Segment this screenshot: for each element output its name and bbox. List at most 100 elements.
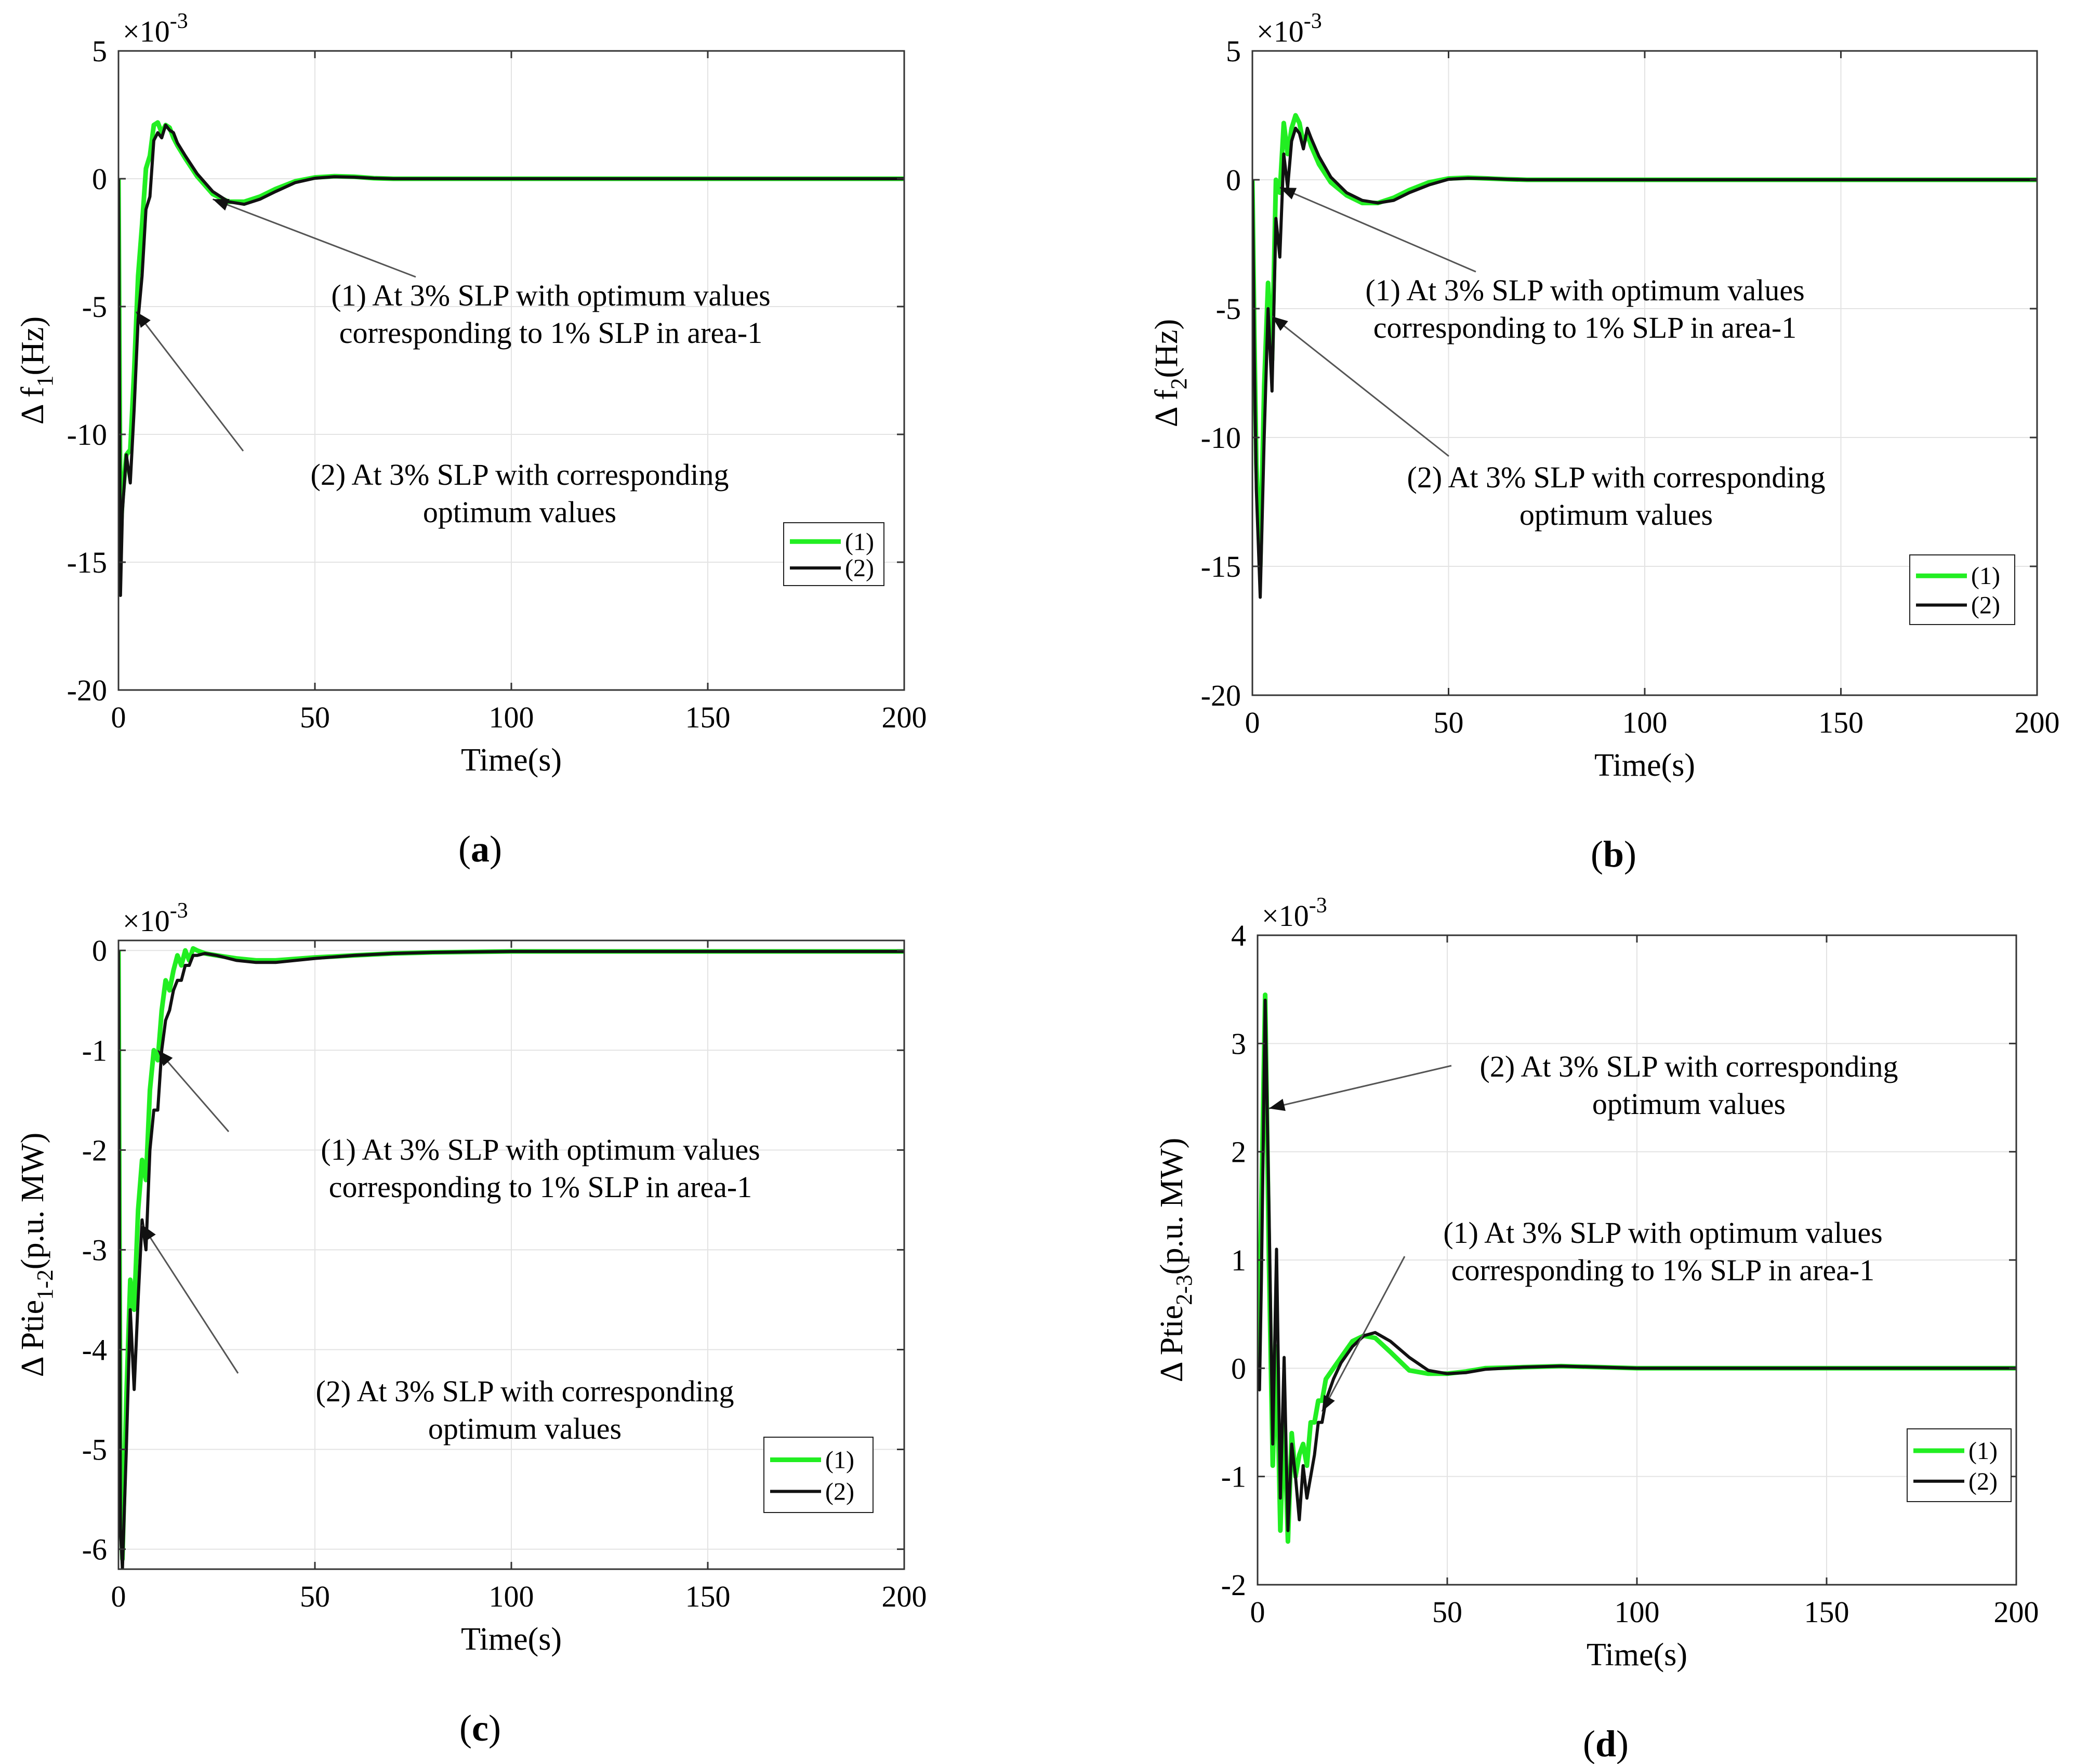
series-line-2 [1252, 126, 2037, 599]
annotation-text: optimum values [1519, 498, 1713, 532]
y-label-subscript: 1-2 [32, 1269, 58, 1300]
caption-close: ) [1616, 1723, 1629, 1764]
legend-label-1: (1) [825, 1447, 854, 1474]
legend-label-2: (2) [825, 1478, 854, 1505]
x-tick-label: 100 [1622, 706, 1668, 739]
y-label-unit: (Hz) [15, 316, 50, 376]
y-tick-label: -5 [82, 1433, 107, 1467]
x-tick-label: 200 [882, 1580, 927, 1613]
x-tick-label: 200 [882, 700, 927, 734]
y-tick-label: 0 [1231, 1351, 1246, 1385]
caption-letter: d [1595, 1723, 1616, 1764]
annotation-arrow [1279, 187, 1476, 273]
y-tick-label: -2 [82, 1133, 107, 1167]
x-tick-label: 0 [111, 700, 126, 734]
x-tick-label: 100 [1615, 1595, 1660, 1629]
x-tick-label: 50 [300, 1580, 330, 1613]
x-tick-label: 200 [2015, 706, 2060, 739]
y-tick-label: -3 [82, 1233, 107, 1267]
y-tick-label: -1 [1221, 1460, 1246, 1494]
panel-caption: (b) [1591, 833, 1636, 875]
legend-label-2: (2) [1971, 591, 2000, 619]
annotation-text: optimum values [428, 1412, 622, 1445]
annotation-text: corresponding to 1% SLP in area-1 [1373, 311, 1797, 344]
y-label-subscript: 1 [32, 375, 58, 387]
legend-label-1: (1) [1971, 562, 2000, 590]
annotation-arrowhead [1279, 187, 1297, 200]
y-label-main: Δ f [15, 387, 50, 425]
x-tick-label: 0 [1245, 706, 1260, 739]
y-tick-label: -15 [67, 546, 107, 579]
annotation-text: (1) At 3% SLP with optimum values [331, 278, 770, 312]
annotation-text: (1) At 3% SLP with optimum values [321, 1133, 760, 1166]
annotation-arrow [212, 198, 416, 278]
annotation-arrow [1268, 1065, 1452, 1109]
annotation-arrowhead [213, 198, 230, 211]
exponent-base: ×10 [123, 904, 170, 938]
y-tick-label: 5 [92, 34, 107, 68]
annotation-arrowhead [1268, 1098, 1286, 1111]
annotation-text: corresponding to 1% SLP in area-1 [339, 316, 763, 350]
y-tick-label: 5 [1226, 34, 1241, 68]
y-label-subscript: 2-3 [1171, 1275, 1197, 1305]
panel-caption: (a) [458, 828, 502, 870]
y-tick-label: -1 [82, 1033, 107, 1067]
x-axis-label: Time(s) [461, 1622, 562, 1657]
annotation-arrow [135, 311, 244, 452]
annotation-arrow [141, 1224, 239, 1374]
x-tick-label: 50 [1434, 706, 1464, 739]
exponent-power: -3 [1304, 9, 1322, 33]
legend: (1)(2) [763, 1437, 874, 1513]
legend-box [1909, 554, 2015, 625]
annotation-text: optimum values [1592, 1087, 1786, 1121]
exponent-power: -3 [1309, 894, 1327, 918]
y-label-unit: (Hz) [1149, 319, 1184, 378]
y-label-main: Δ Ptie [1154, 1305, 1190, 1382]
annotation-text: (2) At 3% SLP with corresponding [316, 1374, 734, 1408]
y-label-main: Δ f [1149, 389, 1184, 427]
exponent-label: ×10-3 [123, 9, 188, 48]
y-tick-label: 2 [1231, 1135, 1246, 1169]
caption-letter: a [471, 828, 490, 870]
legend-label-1: (1) [1968, 1437, 1998, 1465]
y-tick-label: 4 [1231, 919, 1246, 952]
x-tick-label: 200 [1994, 1595, 2039, 1629]
caption-letter: b [1603, 833, 1624, 875]
x-tick-label: 100 [489, 700, 534, 734]
panel-caption: (c) [459, 1707, 501, 1749]
y-tick-label: 0 [1226, 163, 1241, 197]
y-label-unit: (p.u. MW) [15, 1133, 50, 1269]
legend-box [783, 522, 884, 586]
annotation-arrowhead [1322, 1395, 1335, 1412]
caption-open: ( [1591, 833, 1603, 875]
y-tick-label: 0 [92, 934, 107, 967]
annotation-text: corresponding to 1% SLP in area-1 [1451, 1253, 1875, 1287]
legend-label-1: (1) [845, 528, 874, 555]
caption-open: ( [458, 828, 471, 870]
x-tick-label: 150 [1818, 706, 1863, 739]
annotation-text: (1) At 3% SLP with optimum values [1365, 273, 1804, 307]
legend-label-2: (2) [1968, 1468, 1998, 1495]
x-tick-label: 150 [1804, 1595, 1849, 1629]
legend-box [763, 1437, 874, 1513]
exponent-label: ×10-3 [1257, 9, 1322, 48]
annotation-text: corresponding to 1% SLP in area-1 [329, 1170, 752, 1204]
series-line-2 [118, 950, 904, 1569]
annotation-arrowhead [142, 1225, 156, 1242]
caption-open: ( [1583, 1723, 1595, 1764]
legend: (1)(2) [1907, 1428, 2012, 1502]
y-tick-label: 0 [92, 162, 107, 196]
x-tick-label: 150 [685, 1580, 731, 1613]
x-tick-label: 50 [1432, 1595, 1462, 1629]
y-label-unit: (p.u. MW) [1154, 1138, 1190, 1275]
annotation-text: (2) At 3% SLP with corresponding [1407, 460, 1826, 494]
y-tick-label: -5 [1216, 292, 1241, 326]
annotation-text: (1) At 3% SLP with optimum values [1443, 1216, 1882, 1250]
y-tick-label: -4 [82, 1333, 107, 1367]
annotation-arrow [1321, 1256, 1406, 1412]
legend-label-2: (2) [845, 554, 874, 582]
exponent-label: ×10-3 [1262, 894, 1327, 933]
caption-close: ) [488, 1707, 501, 1749]
